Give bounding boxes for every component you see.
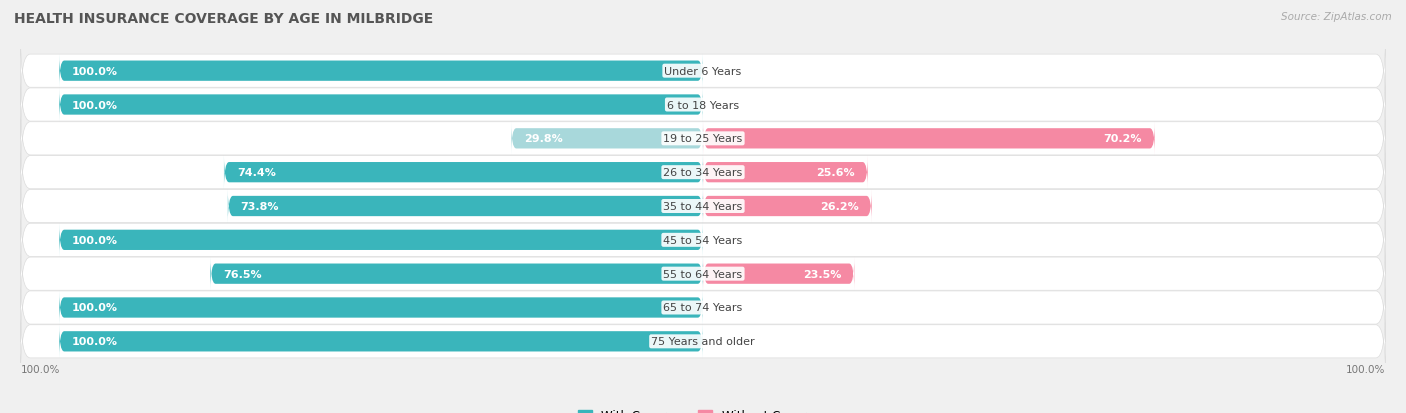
FancyBboxPatch shape bbox=[224, 156, 703, 190]
Text: 26.2%: 26.2% bbox=[820, 202, 859, 211]
Text: 100.0%: 100.0% bbox=[72, 235, 118, 245]
Text: 100.0%: 100.0% bbox=[72, 100, 118, 110]
Text: 65 to 74 Years: 65 to 74 Years bbox=[664, 303, 742, 313]
Text: 19 to 25 Years: 19 to 25 Years bbox=[664, 134, 742, 144]
Text: 76.5%: 76.5% bbox=[224, 269, 262, 279]
FancyBboxPatch shape bbox=[21, 240, 1385, 308]
FancyBboxPatch shape bbox=[59, 325, 703, 358]
Text: 6 to 18 Years: 6 to 18 Years bbox=[666, 100, 740, 110]
Text: 23.5%: 23.5% bbox=[803, 269, 841, 279]
Text: 100.0%: 100.0% bbox=[1346, 364, 1385, 375]
Text: Under 6 Years: Under 6 Years bbox=[665, 66, 741, 76]
FancyBboxPatch shape bbox=[703, 257, 855, 291]
FancyBboxPatch shape bbox=[211, 257, 703, 291]
Text: 26 to 34 Years: 26 to 34 Years bbox=[664, 168, 742, 178]
FancyBboxPatch shape bbox=[21, 139, 1385, 207]
FancyBboxPatch shape bbox=[21, 105, 1385, 173]
FancyBboxPatch shape bbox=[21, 274, 1385, 342]
Text: 73.8%: 73.8% bbox=[240, 202, 280, 211]
FancyBboxPatch shape bbox=[703, 122, 1154, 156]
Text: 29.8%: 29.8% bbox=[524, 134, 562, 144]
Text: 100.0%: 100.0% bbox=[72, 66, 118, 76]
FancyBboxPatch shape bbox=[228, 190, 703, 223]
Text: 75 Years and older: 75 Years and older bbox=[651, 337, 755, 347]
FancyBboxPatch shape bbox=[21, 71, 1385, 139]
Text: 100.0%: 100.0% bbox=[72, 337, 118, 347]
Text: 45 to 54 Years: 45 to 54 Years bbox=[664, 235, 742, 245]
Text: 100.0%: 100.0% bbox=[21, 364, 60, 375]
Text: HEALTH INSURANCE COVERAGE BY AGE IN MILBRIDGE: HEALTH INSURANCE COVERAGE BY AGE IN MILB… bbox=[14, 12, 433, 26]
FancyBboxPatch shape bbox=[59, 55, 703, 88]
Text: 25.6%: 25.6% bbox=[817, 168, 855, 178]
FancyBboxPatch shape bbox=[703, 156, 868, 190]
Text: 74.4%: 74.4% bbox=[236, 168, 276, 178]
FancyBboxPatch shape bbox=[59, 223, 703, 257]
FancyBboxPatch shape bbox=[512, 122, 703, 156]
Text: 70.2%: 70.2% bbox=[1104, 134, 1142, 144]
FancyBboxPatch shape bbox=[21, 172, 1385, 241]
FancyBboxPatch shape bbox=[59, 88, 703, 122]
Text: Source: ZipAtlas.com: Source: ZipAtlas.com bbox=[1281, 12, 1392, 22]
Text: 100.0%: 100.0% bbox=[72, 303, 118, 313]
Text: 55 to 64 Years: 55 to 64 Years bbox=[664, 269, 742, 279]
FancyBboxPatch shape bbox=[21, 307, 1385, 375]
Text: 35 to 44 Years: 35 to 44 Years bbox=[664, 202, 742, 211]
FancyBboxPatch shape bbox=[21, 38, 1385, 106]
Legend: With Coverage, Without Coverage: With Coverage, Without Coverage bbox=[572, 404, 834, 413]
FancyBboxPatch shape bbox=[59, 291, 703, 325]
FancyBboxPatch shape bbox=[703, 190, 872, 223]
FancyBboxPatch shape bbox=[21, 206, 1385, 274]
